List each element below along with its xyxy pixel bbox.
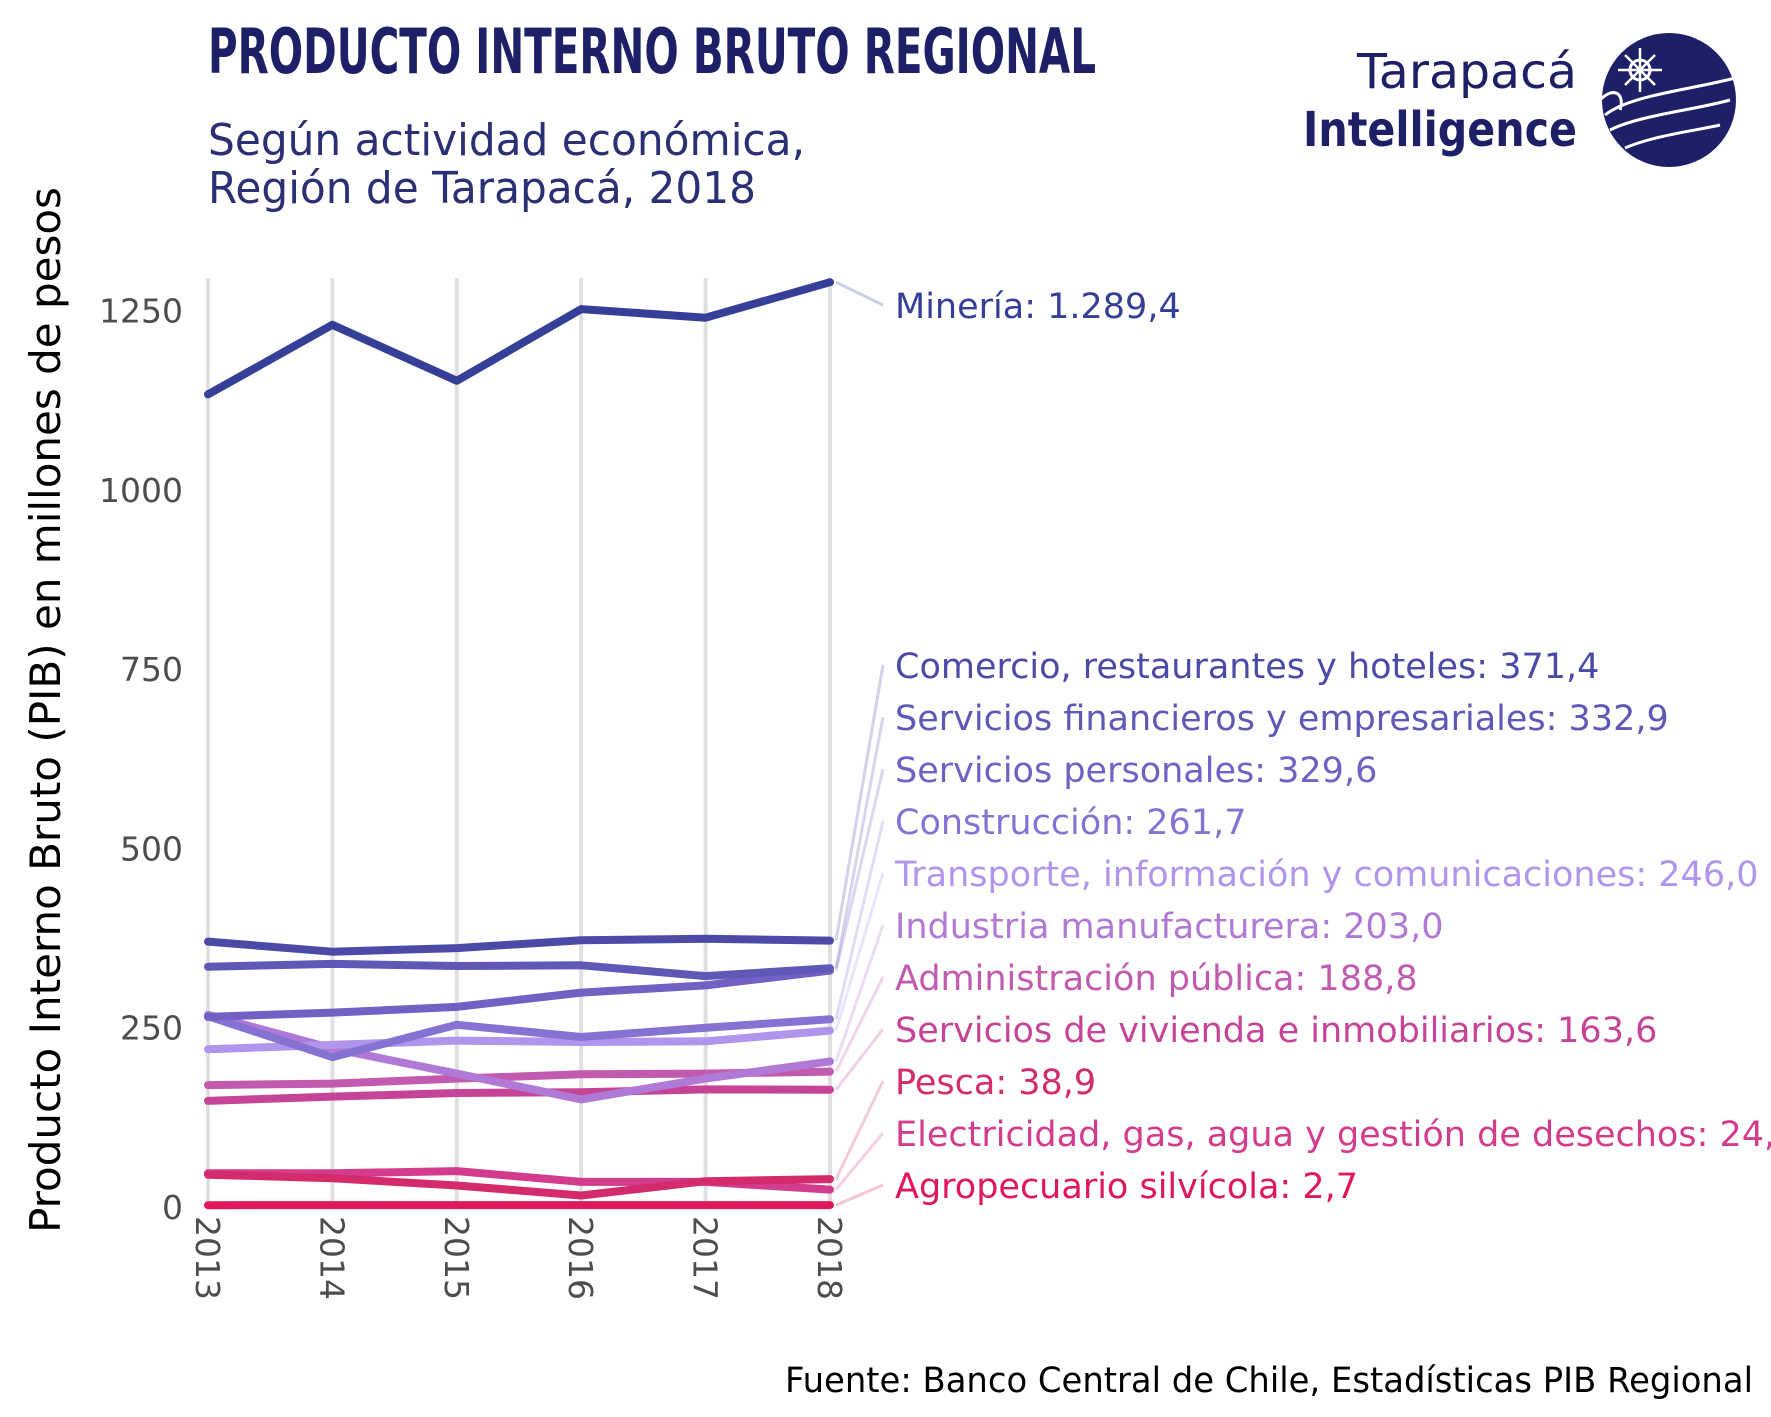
leader-line xyxy=(834,820,885,1020)
leader-line xyxy=(834,716,885,969)
y-tick-label: 500 xyxy=(120,829,183,868)
leader-line xyxy=(834,1080,885,1180)
series-line xyxy=(204,934,834,956)
series-label: Transporte, información y comunicaciones… xyxy=(894,855,1758,895)
logo-text-line2: Intelligence xyxy=(1303,102,1577,158)
series-label: Servicios de vivienda e inmobiliarios: 1… xyxy=(895,1011,1657,1051)
chart-title: PRODUCTO INTERNO BRUTO REGIONAL xyxy=(208,15,1096,88)
y-axis-label: Producto Interno Bruto (PIB) en millones… xyxy=(21,187,70,1233)
y-tick-label: 750 xyxy=(120,650,183,689)
leader-line xyxy=(835,280,884,307)
logo-text-line1: Tarapacá xyxy=(1356,44,1577,100)
series-label: Comercio, restaurantes y hoteles: 371,4 xyxy=(895,647,1599,687)
leader-line xyxy=(835,1183,884,1207)
series-labels: Minería: 1.289,4 Comercio, restaurantes y… xyxy=(894,287,1771,1207)
leader-line xyxy=(834,976,885,1073)
x-tick-label: 2017 xyxy=(686,1216,725,1300)
gridlines xyxy=(206,278,832,1208)
leader-line xyxy=(834,1132,885,1191)
leader-line xyxy=(834,872,885,1032)
series-label: Servicios financieros y empresariales: 3… xyxy=(895,699,1669,739)
x-axis-ticks: 2013 2014 2015 2016 2017 2018 xyxy=(188,1216,849,1300)
series-line xyxy=(204,959,834,981)
label-leader-lines xyxy=(834,280,885,1207)
series-line xyxy=(204,1026,834,1054)
y-tick-label: 1250 xyxy=(99,292,183,331)
leader-line xyxy=(834,768,885,971)
x-tick-label: 2014 xyxy=(312,1216,351,1300)
chart-subtitle-line1: Según actividad económica, xyxy=(208,115,805,166)
series-line xyxy=(204,966,834,1021)
series-label: Servicios personales: 329,6 xyxy=(895,751,1377,791)
y-tick-label: 0 xyxy=(162,1188,183,1227)
leader-line xyxy=(834,664,885,941)
series-line xyxy=(204,278,834,399)
series-label: Minería: 1.289,4 xyxy=(895,287,1181,327)
source-note: Fuente: Banco Central de Chile, Estadíst… xyxy=(785,1361,1753,1401)
x-tick-label: 2015 xyxy=(437,1216,476,1300)
y-tick-label: 250 xyxy=(120,1009,183,1048)
x-tick-label: 2013 xyxy=(188,1216,227,1300)
series-line xyxy=(204,1085,834,1105)
tarapaca-intelligence-logo: Tarapacá Intelligence xyxy=(1303,33,1736,167)
leader-line xyxy=(834,1028,885,1091)
series-label: Administración pública: 188,8 xyxy=(895,959,1418,999)
chart-subtitle-line2: Región de Tarapacá, 2018 xyxy=(208,163,756,214)
series-lines xyxy=(204,278,834,1210)
series-label: Pesca: 38,9 xyxy=(895,1063,1096,1103)
series-label: Agropecuario silvícola: 2,7 xyxy=(895,1167,1358,1207)
series-label: Construcción: 261,7 xyxy=(895,803,1247,843)
x-tick-label: 2018 xyxy=(810,1216,849,1300)
series-label: Electricidad, gas, agua y gestión de des… xyxy=(895,1115,1771,1155)
x-tick-label: 2016 xyxy=(561,1216,600,1300)
series-line xyxy=(204,1012,834,1062)
series-label: Industria manufacturera: 203,0 xyxy=(895,907,1443,947)
globe-icon xyxy=(1598,33,1736,167)
leader-line xyxy=(834,924,885,1062)
series-line xyxy=(204,1170,834,1200)
y-axis-ticks: 0 250 500 750 1000 1250 xyxy=(99,292,183,1228)
y-tick-label: 1000 xyxy=(99,471,183,510)
